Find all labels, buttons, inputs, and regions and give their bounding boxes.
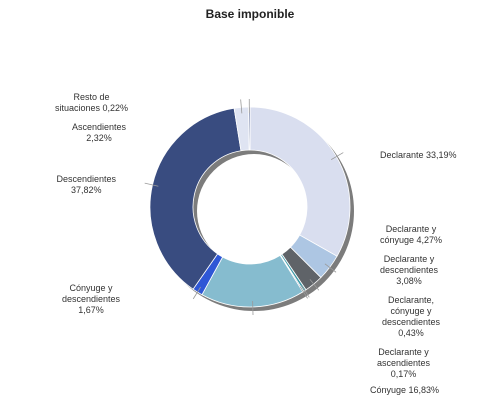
leader-line-8 xyxy=(240,99,243,114)
chart-title: Base imponible xyxy=(205,7,295,21)
leader-line-2 xyxy=(309,279,320,291)
donut-slice-0 xyxy=(249,106,351,257)
leader-line-0 xyxy=(330,152,344,160)
slice-label-1: Declarante y cónyuge 4,27% xyxy=(380,224,443,245)
slice-label-6: Cónyuge y descendientes 1,67% xyxy=(61,283,120,315)
slice-label-8: Ascendientes 2,32% xyxy=(71,122,126,143)
slice-label-0: Declarante 33,19% xyxy=(380,150,457,160)
leader-line-6 xyxy=(192,286,201,300)
slice-label-9: Resto de situaciones 0,22% xyxy=(54,92,128,113)
leader-line-4 xyxy=(299,286,308,299)
slice-label-3: Declarante, cónyuge y descendientes 0,43… xyxy=(382,295,441,338)
slice-label-4: Declarante y ascendientes 0,17% xyxy=(377,347,431,379)
slice-label-7: Descendientes 37,82% xyxy=(56,174,116,195)
leader-line-3 xyxy=(301,285,310,298)
slice-label-5: Cónyuge 16,83% xyxy=(370,385,440,395)
donut-slice-7 xyxy=(149,107,242,290)
donut-slice-9 xyxy=(248,106,251,151)
leader-line-1 xyxy=(324,263,337,273)
leader-lines xyxy=(144,98,344,315)
leader-line-7 xyxy=(144,182,159,187)
slice-label-2: Declarante y descendientes 3,08% xyxy=(380,254,439,286)
donut-slices xyxy=(149,106,351,308)
